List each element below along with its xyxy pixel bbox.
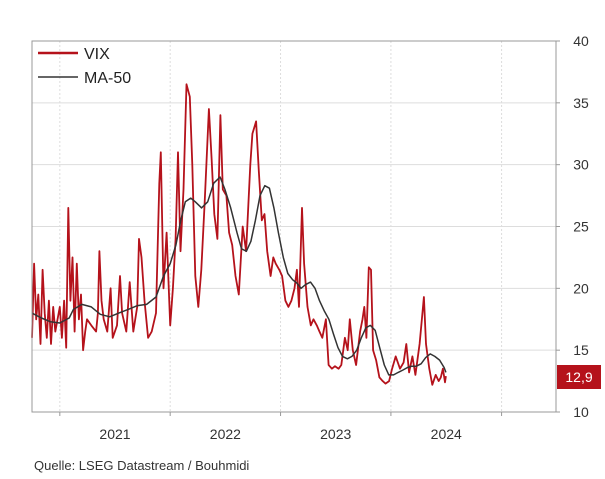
y-tick-label: 35 [573, 95, 589, 111]
x-tick-label: 2023 [320, 426, 351, 442]
y-tick-label: 40 [573, 33, 589, 49]
legend-label-vix: VIX [84, 46, 110, 63]
x-grid-lines [59, 41, 503, 412]
y-tick-label: 30 [573, 157, 589, 173]
y-tick-label: 10 [573, 404, 589, 420]
last-value-badge: 12,9 [557, 365, 601, 389]
x-axis-ticks: 2021 2022 2023 2024 [59, 412, 503, 442]
legend: VIX MA-50 [38, 46, 131, 87]
ma50-series-line [31, 176, 447, 376]
vix-series-line [31, 83, 447, 386]
x-tick-label: 2022 [210, 426, 241, 442]
x-tick-label: 2024 [431, 426, 462, 442]
y-tick-label: 25 [573, 219, 589, 235]
y-axis-ticks: 10 15 20 25 30 35 40 [556, 33, 589, 420]
y-tick-label: 20 [573, 280, 589, 296]
x-tick-label: 2021 [99, 426, 130, 442]
y-tick-label: 15 [573, 342, 589, 358]
last-value-label: 12,9 [565, 369, 592, 385]
series-group [31, 83, 447, 386]
last-value-badge-box [557, 365, 601, 389]
source-note: Quelle: LSEG Datastream / Bouhmidi [34, 458, 250, 473]
legend-label-ma50: MA-50 [84, 70, 131, 87]
grid-lines [32, 102, 556, 351]
